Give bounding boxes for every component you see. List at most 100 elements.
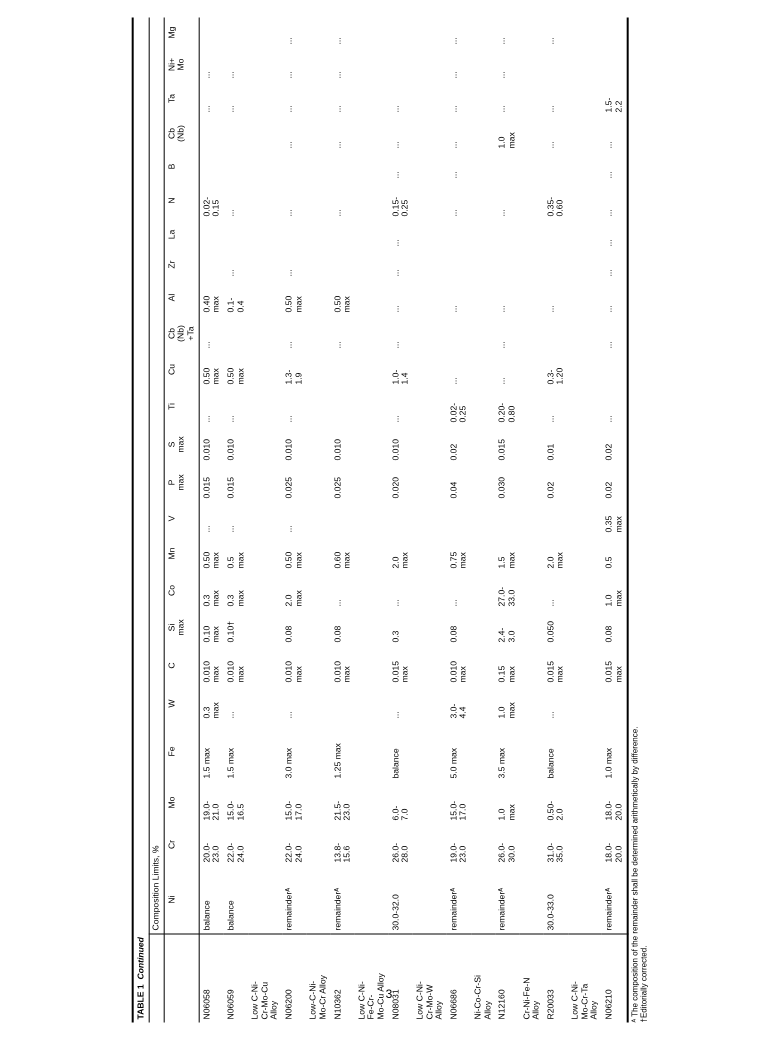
table-cell — [520, 388, 544, 426]
table-cell — [471, 220, 495, 250]
table-cell: remainderᴬ — [447, 866, 471, 935]
table-subtitle-row: Composition Limits, % — [149, 18, 165, 1023]
table-cell: 0.15-0.25 — [389, 182, 413, 220]
table-row: N06210remainderᴬ18.0-20.018.0-20.01.0 ma… — [602, 18, 627, 1023]
table-cell: 3.5 max — [495, 722, 519, 782]
table-cell — [568, 782, 602, 824]
table-cell — [520, 722, 544, 782]
table-cell — [413, 182, 447, 220]
table-subtitle: Composition Limits, % — [149, 18, 165, 935]
table-cell: 0.50max — [199, 352, 224, 388]
table-cell: 0.015max — [602, 646, 627, 686]
table-cell: 27.0-33.0 — [495, 572, 519, 610]
table-cell — [306, 426, 330, 464]
table-cell: ... — [282, 82, 306, 116]
table-cell: 13.8-15.6 — [331, 824, 355, 866]
table-cell — [495, 220, 519, 250]
table-cell — [306, 220, 330, 250]
table-cell — [568, 388, 602, 426]
table-cell: ... — [282, 502, 306, 536]
table-cell: 0.3max — [199, 686, 224, 722]
table-row: Low C-Ni-Mo-Cr-TaAlloy — [568, 18, 602, 1023]
table-cell: 0.10max — [199, 610, 224, 646]
table-row: Low C-Ni-Cr-Mo-WAlloy — [413, 18, 447, 1023]
table-cell — [471, 116, 495, 152]
table-cell: N08031 — [389, 934, 413, 1023]
table-cell: N06210 — [602, 934, 627, 1023]
table-cell: Ni-Co-Cr-SiAlloy — [471, 934, 495, 1023]
table-cell — [306, 18, 330, 48]
table-cell — [568, 464, 602, 502]
table-cell — [355, 572, 389, 610]
table-cell: ... — [602, 280, 627, 316]
table-row: Ni-Co-Cr-SiAlloy — [471, 18, 495, 1023]
table-cell — [389, 48, 413, 82]
table-cell: R20033 — [544, 934, 568, 1023]
table-cell — [568, 280, 602, 316]
table-cell: ... — [544, 116, 568, 152]
table-cell: 1.0max — [495, 116, 519, 152]
table-cell — [568, 426, 602, 464]
table-cell — [413, 866, 447, 935]
table-cell: ... — [389, 116, 413, 152]
table-cell — [602, 352, 627, 388]
table-cell: 0.40max — [199, 280, 224, 316]
table-cell — [224, 220, 248, 250]
table-cell — [199, 220, 224, 250]
table-cell: 1.0max — [495, 686, 519, 722]
table-cell: 19.0-21.0 — [199, 782, 224, 824]
table-cell — [495, 502, 519, 536]
table-cell — [355, 464, 389, 502]
table-row: N10362remainderᴬ13.8-15.621.5-23.01.25 m… — [331, 18, 355, 1023]
table-cell: 19.0-23.0 — [447, 824, 471, 866]
table-cell — [248, 646, 282, 686]
table-cell — [306, 280, 330, 316]
table-cell — [306, 782, 330, 824]
table-cell — [413, 280, 447, 316]
table-cell: 1.5max — [495, 536, 519, 572]
table-cell — [248, 686, 282, 722]
table-cell — [331, 686, 355, 722]
table-cell: 22.0-24.0 — [224, 824, 248, 866]
table-cell — [568, 250, 602, 280]
table-cell — [471, 182, 495, 220]
table-cell: ... — [447, 116, 471, 152]
table-cell: 1.5-2.2 — [602, 82, 627, 116]
table-cell — [413, 18, 447, 48]
table-cell: ... — [447, 280, 471, 316]
table-cell: ... — [282, 182, 306, 220]
table-cell: 1.5 max — [199, 722, 224, 782]
column-header: B — [164, 152, 199, 182]
table-cell: 0.010max — [282, 646, 306, 686]
table-cell — [520, 316, 544, 352]
table-cell: N06200 — [282, 934, 306, 1023]
table-cell — [520, 250, 544, 280]
table-cell — [199, 250, 224, 280]
table-cell — [331, 152, 355, 182]
table-title-suffix: Continued — [135, 937, 145, 979]
table-cell: 0.010 — [331, 426, 355, 464]
table-cell — [331, 250, 355, 280]
table-cell — [282, 152, 306, 182]
table-cell: 0.02-0.15 — [199, 182, 224, 220]
table-cell — [199, 152, 224, 182]
table-cell — [471, 152, 495, 182]
table-cell — [355, 116, 389, 152]
table-cell — [306, 116, 330, 152]
table-cell: 0.15max — [495, 646, 519, 686]
table-cell: 6.0-7.0 — [389, 782, 413, 824]
table-cell: ... — [199, 502, 224, 536]
table-cell — [248, 18, 282, 48]
table-cell: 0.50-2.0 — [544, 782, 568, 824]
table-cell — [413, 316, 447, 352]
table-cell: 26.0-30.0 — [495, 824, 519, 866]
page: B619 – 10ε1 TABLE 1 Continued Compositio… — [0, 0, 778, 1041]
table-cell: ... — [199, 388, 224, 426]
table-cell — [248, 116, 282, 152]
table-cell: 0.75max — [447, 536, 471, 572]
table-cell — [248, 502, 282, 536]
table-cell: ... — [331, 82, 355, 116]
table-cell — [520, 352, 544, 388]
column-header: V — [164, 502, 199, 536]
table-cell — [306, 48, 330, 82]
